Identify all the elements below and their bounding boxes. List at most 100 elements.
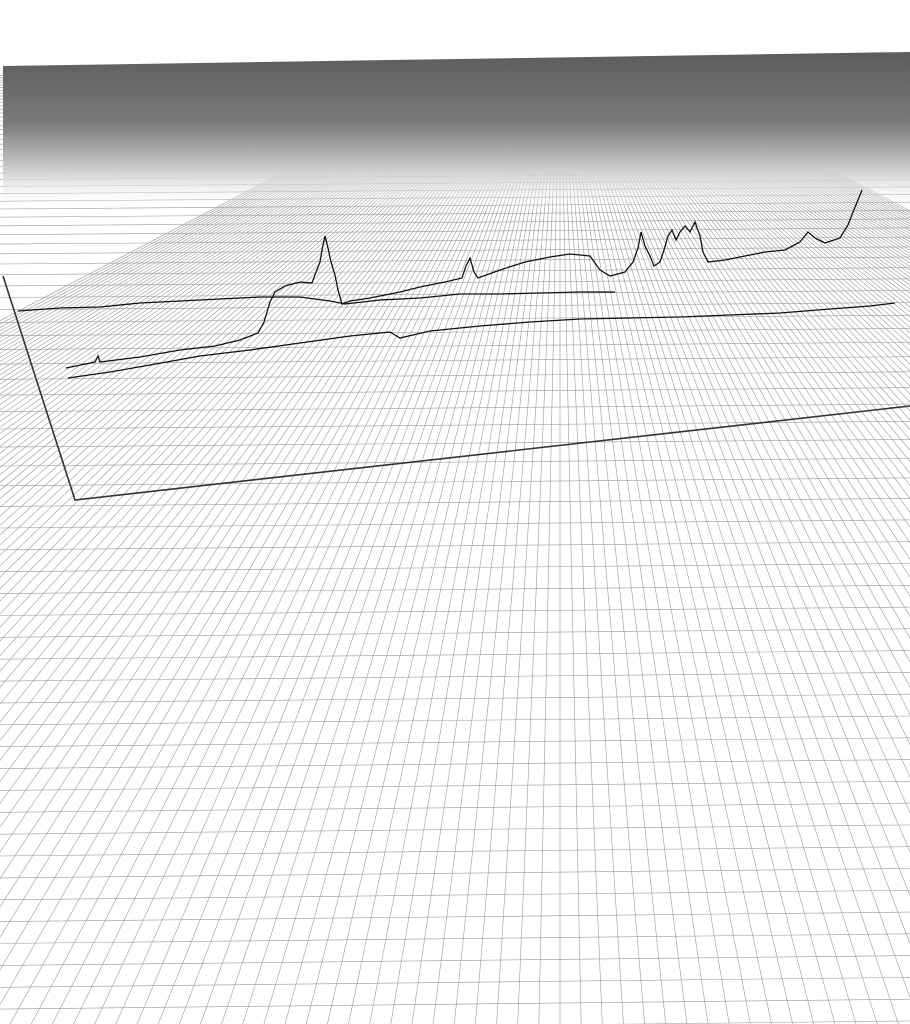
grid-line	[0, 69, 512, 517]
grid-line	[639, 69, 910, 216]
grid-line	[577, 69, 910, 853]
grid-line	[630, 69, 910, 240]
grid-line	[0, 256, 910, 265]
grid-line	[626, 69, 910, 251]
grid-line	[0, 69, 524, 672]
grid-line	[0, 341, 910, 350]
grid-line	[0, 69, 516, 556]
grid-line	[601, 69, 910, 387]
grid-line	[432, 69, 555, 1024]
grid-line	[560, 69, 582, 1024]
grid-line	[0, 69, 488, 354]
grid-line	[0, 210, 910, 218]
grid-line	[563, 69, 645, 1024]
grid-line	[562, 69, 624, 1024]
grid-line	[0, 69, 532, 853]
grid-line	[0, 69, 528, 761]
track-path-mountain	[65, 189, 863, 369]
grid-line	[610, 69, 910, 323]
grid-line	[614, 69, 910, 299]
grid-line	[0, 628, 910, 638]
grid-line	[0, 69, 522, 642]
grid-line	[627, 69, 910, 248]
grid-line	[584, 69, 910, 639]
grid-line	[625, 69, 910, 254]
grid-line	[622, 69, 910, 264]
grid-line	[596, 69, 910, 431]
grid-line	[0, 69, 521, 628]
grid-line	[0, 69, 536, 1006]
grid-line	[517, 69, 559, 1024]
grid-line	[608, 69, 910, 334]
grid-line	[0, 781, 910, 791]
grid-line	[73, 69, 540, 1024]
grid-line	[0, 541, 910, 551]
grid-line	[0, 519, 910, 529]
grid-line	[0, 69, 490, 367]
grid-line	[0, 69, 495, 390]
grid-line	[623, 69, 910, 261]
grid-line	[52, 69, 539, 1024]
grid-line	[242, 69, 547, 1024]
track-paths	[17, 189, 896, 379]
grid-line	[604, 69, 910, 358]
grid-line	[0, 69, 517, 567]
grid-line	[9, 69, 537, 1024]
grid-line	[0, 69, 499, 411]
grid-line	[621, 69, 910, 271]
grid-line	[0, 69, 480, 322]
grid-line	[0, 69, 526, 705]
grid-line	[0, 69, 490, 362]
grid-line	[561, 69, 603, 1024]
grid-line	[566, 69, 730, 1024]
top-strip	[0, 0, 910, 62]
grid-line	[221, 69, 546, 1024]
grid-line	[0, 69, 518, 590]
grid-line	[0, 69, 530, 805]
grid-line	[0, 585, 910, 594]
grid-line	[0, 69, 499, 416]
grid-line	[0, 69, 527, 742]
grid-line	[605, 69, 910, 352]
grid-line	[0, 69, 482, 332]
grid-line	[0, 69, 513, 526]
grid-line	[0, 69, 497, 400]
grid-line	[564, 69, 667, 1024]
grid-line	[569, 69, 793, 1024]
grid-line	[612, 69, 910, 308]
grid-line	[613, 69, 910, 303]
grid-line	[0, 246, 910, 255]
grid-line	[0, 69, 500, 422]
grid-line	[609, 1020, 910, 1024]
grid-line	[0, 69, 485, 343]
grid-line	[619, 69, 910, 278]
grid-line	[579, 69, 910, 778]
grid-line	[538, 69, 560, 1024]
grid-line	[0, 890, 910, 901]
grid-line	[0, 672, 910, 682]
grid-line	[607, 69, 910, 340]
grid-line	[639, 69, 910, 214]
grid-line	[0, 69, 508, 476]
grid-line	[612, 69, 910, 313]
grid-line	[592, 69, 910, 487]
grid-line	[628, 69, 910, 245]
grid-line	[580, 69, 910, 746]
grid-line	[178, 69, 545, 1024]
grid-line	[609, 69, 910, 328]
grid-line	[0, 955, 910, 966]
grid-line	[0, 69, 492, 376]
grid-line	[638, 69, 910, 218]
grid-line	[565, 69, 688, 1024]
grid-line	[600, 69, 910, 395]
grid-line	[615, 69, 910, 294]
grid-line	[0, 802, 910, 813]
grid-line	[0, 69, 518, 578]
grid-line	[602, 69, 910, 379]
grid-line	[0, 69, 491, 371]
grid-line	[0, 69, 527, 723]
grid-line	[0, 356, 910, 365]
grid-line	[327, 69, 551, 1024]
